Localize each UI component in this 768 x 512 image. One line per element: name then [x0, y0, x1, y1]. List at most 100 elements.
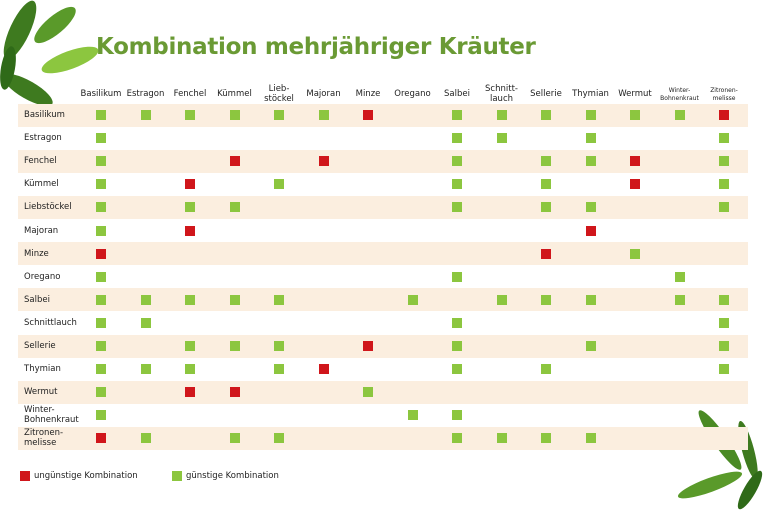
row-stripe: [18, 103, 748, 127]
cell-marker: [274, 341, 284, 351]
row-label: Estragon: [24, 133, 62, 144]
column-header: Zitronen- melisse: [710, 87, 738, 102]
cell-marker: [585, 294, 596, 305]
cell-marker: [541, 433, 551, 444]
row-label: Zitronen- melisse: [24, 428, 64, 449]
cell-marker: [452, 110, 462, 120]
cell-marker: [363, 110, 373, 120]
row-label: Liebstöckel: [24, 202, 72, 213]
cell-marker: [585, 133, 596, 144]
cell-marker: [541, 179, 551, 190]
column-header: Schnitt- lauch: [485, 84, 518, 104]
cell-marker: [585, 156, 596, 167]
cell-marker: [719, 364, 729, 375]
title: Kombination mehrjähriger Kräuter: [96, 34, 536, 60]
cell-marker: [140, 364, 151, 375]
cell-marker: [452, 433, 462, 444]
cell-marker: [96, 410, 106, 421]
row-label: Sellerie: [24, 341, 56, 351]
row-label: Minze: [24, 248, 49, 259]
column-header: Minze: [355, 89, 381, 99]
cell-marker: [630, 179, 640, 190]
cell-marker: [96, 317, 106, 328]
leaf-decoration: [0, 0, 99, 107]
cell-marker: [407, 410, 418, 421]
cell-marker: [719, 110, 729, 120]
cell-marker: [541, 110, 551, 120]
cell-marker: [96, 225, 106, 236]
cell-marker: [185, 341, 195, 351]
cell-marker: [185, 364, 195, 375]
cell-marker: [407, 294, 418, 305]
cell-marker: [96, 248, 106, 259]
cell-marker: [96, 133, 106, 144]
leaf-decoration: [677, 410, 763, 510]
column-header: Oregano: [394, 89, 431, 99]
cell-marker: [96, 156, 106, 167]
cell-marker: [496, 110, 507, 120]
cell-marker: [719, 294, 729, 305]
cell-marker: [585, 341, 596, 351]
column-header: Estragon: [126, 89, 165, 99]
cell-marker: [318, 364, 329, 375]
cell-marker: [452, 271, 462, 282]
cell-marker: [274, 179, 284, 190]
cell-marker: [96, 271, 106, 282]
cell-marker: [719, 156, 729, 167]
cell-marker: [719, 202, 729, 213]
cell-marker: [96, 110, 106, 120]
row-label: Fenchel: [24, 156, 57, 167]
cell-marker: [719, 179, 729, 190]
column-header: Winter- Bohnenkraut: [660, 87, 699, 102]
cell-marker: [318, 156, 329, 167]
row-stripe: [18, 426, 748, 450]
cell-marker: [229, 156, 240, 167]
row-stripe: [18, 380, 748, 404]
cell-marker: [274, 364, 284, 375]
cell-marker: [585, 433, 596, 444]
cell-marker: [96, 202, 106, 213]
column-header: Sellerie: [530, 89, 562, 99]
row-stripe: [18, 242, 748, 266]
cell-marker: [96, 341, 106, 351]
row-label: Salbei: [24, 294, 50, 305]
row-stripe: [18, 334, 748, 358]
cell-marker: [363, 387, 373, 398]
cell-marker: [630, 156, 640, 167]
column-header: Majoran: [306, 89, 341, 99]
row-label: Winter- Bohnenkraut: [24, 405, 79, 426]
cell-marker: [541, 294, 551, 305]
cell-marker: [96, 294, 106, 305]
cell-marker: [318, 110, 329, 120]
cell-marker: [585, 225, 596, 236]
cell-marker: [630, 248, 640, 259]
cell-marker: [452, 156, 462, 167]
cell-marker: [719, 341, 729, 351]
legend-swatch: [20, 471, 30, 481]
cell-marker: [185, 202, 195, 213]
cell-marker: [96, 364, 106, 375]
row-stripe: [18, 149, 748, 173]
row-label: Thymian: [24, 364, 61, 375]
cell-marker: [229, 202, 240, 213]
cell-marker: [229, 387, 240, 398]
cell-marker: [674, 271, 685, 282]
cell-marker: [496, 433, 507, 444]
cell-marker: [719, 317, 729, 328]
cell-marker: [229, 294, 240, 305]
cell-marker: [674, 110, 685, 120]
row-label: Basilikum: [24, 110, 65, 120]
legend-swatch: [172, 471, 182, 481]
cell-marker: [452, 341, 462, 351]
row-label: Majoran: [24, 225, 59, 236]
cell-marker: [541, 202, 551, 213]
cell-marker: [452, 202, 462, 213]
row-label: Kümmel: [24, 179, 59, 190]
cell-marker: [96, 179, 106, 190]
cell-marker: [363, 341, 373, 351]
cell-marker: [719, 133, 729, 144]
column-header: Kümmel: [217, 89, 252, 99]
row-label: Schnittlauch: [24, 317, 77, 328]
cell-marker: [185, 179, 195, 190]
column-header: Wermut: [618, 89, 652, 99]
